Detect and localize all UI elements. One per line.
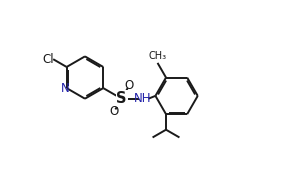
Text: NH: NH <box>134 92 151 105</box>
Text: O: O <box>124 79 133 93</box>
Text: CH₃: CH₃ <box>148 51 167 61</box>
Text: S: S <box>116 91 127 106</box>
Text: Cl: Cl <box>42 53 54 66</box>
Text: O: O <box>110 105 119 118</box>
Text: N: N <box>61 82 70 95</box>
